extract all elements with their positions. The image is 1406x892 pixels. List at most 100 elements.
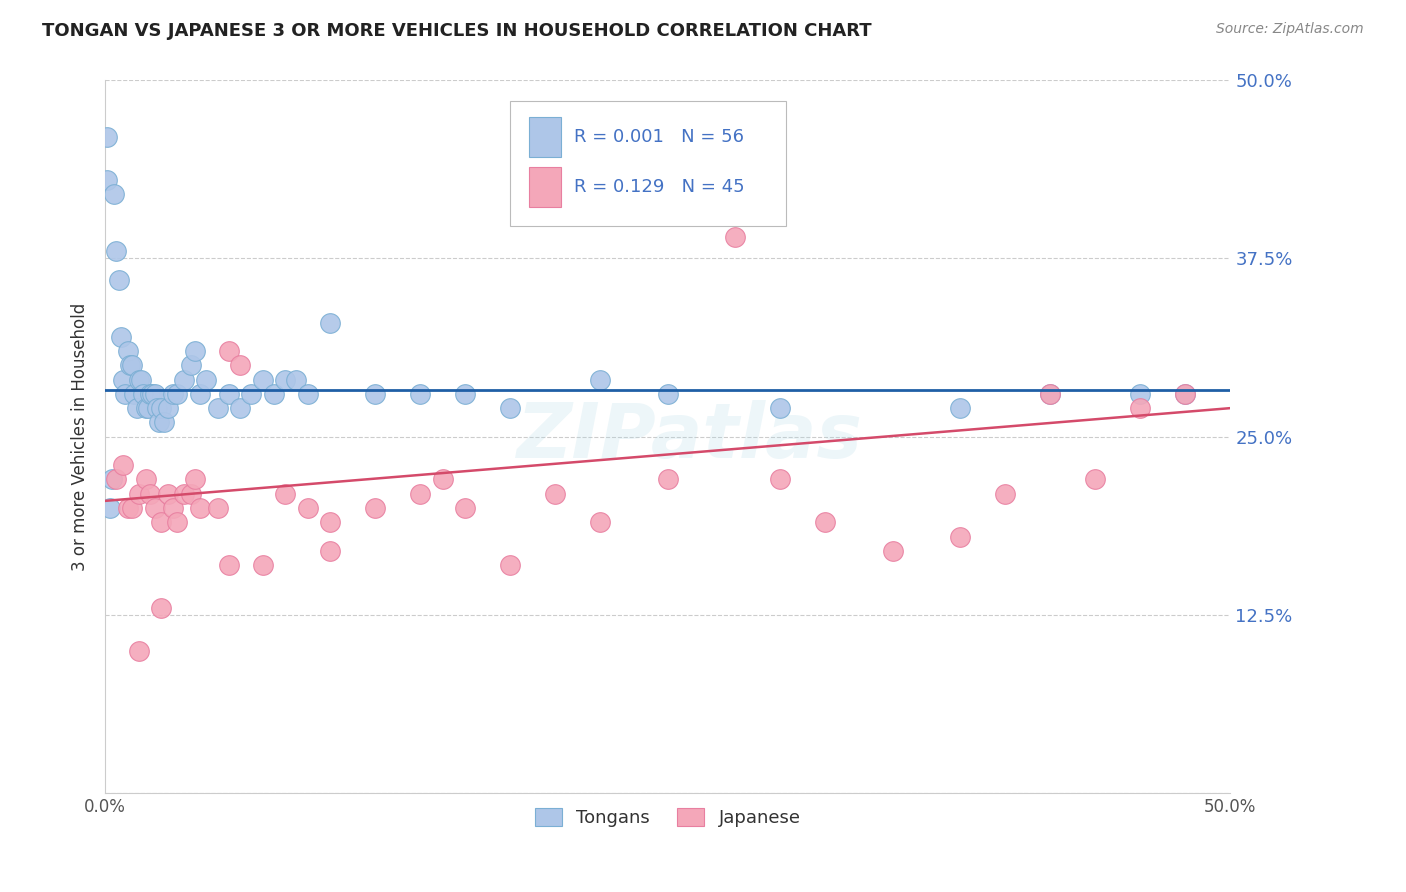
Point <box>114 387 136 401</box>
Point <box>994 487 1017 501</box>
Point <box>297 501 319 516</box>
Point <box>162 387 184 401</box>
Point <box>184 473 207 487</box>
Point <box>409 387 432 401</box>
Point <box>882 543 904 558</box>
Y-axis label: 3 or more Vehicles in Household: 3 or more Vehicles in Household <box>72 302 89 571</box>
Point <box>1039 387 1062 401</box>
Point <box>124 387 146 401</box>
Point <box>274 373 297 387</box>
Point <box>150 600 173 615</box>
Point <box>136 401 159 416</box>
Point <box>121 501 143 516</box>
Text: R = 0.001   N = 56: R = 0.001 N = 56 <box>575 128 744 146</box>
Point <box>129 373 152 387</box>
Text: TONGAN VS JAPANESE 3 OR MORE VEHICLES IN HOUSEHOLD CORRELATION CHART: TONGAN VS JAPANESE 3 OR MORE VEHICLES IN… <box>42 22 872 40</box>
Point <box>188 387 211 401</box>
Point <box>263 387 285 401</box>
Point <box>1039 387 1062 401</box>
Point <box>157 487 180 501</box>
Point <box>769 473 792 487</box>
Point <box>589 516 612 530</box>
Point <box>814 516 837 530</box>
Point <box>1129 401 1152 416</box>
FancyBboxPatch shape <box>510 102 786 227</box>
Point <box>319 516 342 530</box>
Point <box>499 401 522 416</box>
Point <box>132 387 155 401</box>
Point <box>143 387 166 401</box>
Point <box>364 387 387 401</box>
Point <box>218 344 240 359</box>
Point <box>110 330 132 344</box>
Point <box>148 416 170 430</box>
Point <box>152 416 174 430</box>
Text: R = 0.129   N = 45: R = 0.129 N = 45 <box>575 178 745 196</box>
Point <box>252 373 274 387</box>
Point <box>180 359 202 373</box>
Point <box>98 501 121 516</box>
Point <box>143 501 166 516</box>
Point <box>173 487 195 501</box>
Point <box>1174 387 1197 401</box>
Point <box>319 543 342 558</box>
Point <box>657 473 679 487</box>
Point <box>150 401 173 416</box>
Point <box>454 387 477 401</box>
Point <box>297 387 319 401</box>
Point <box>319 316 342 330</box>
Point <box>218 558 240 572</box>
Point <box>724 230 747 244</box>
Point <box>125 401 148 416</box>
Point <box>162 501 184 516</box>
Point <box>184 344 207 359</box>
Point <box>364 501 387 516</box>
Point <box>240 387 263 401</box>
Point <box>166 516 188 530</box>
Point <box>432 473 454 487</box>
Point <box>107 273 129 287</box>
Point <box>141 387 163 401</box>
Point <box>118 359 141 373</box>
Point <box>139 387 162 401</box>
Point <box>657 387 679 401</box>
Point <box>139 487 162 501</box>
Point <box>112 373 135 387</box>
Point <box>128 373 150 387</box>
Point <box>135 473 157 487</box>
Point <box>499 558 522 572</box>
Point <box>105 473 128 487</box>
Point <box>589 373 612 387</box>
FancyBboxPatch shape <box>530 118 561 157</box>
Point <box>949 529 972 543</box>
Point <box>121 359 143 373</box>
Point <box>166 387 188 401</box>
Point <box>454 501 477 516</box>
Point <box>218 387 240 401</box>
Point <box>229 401 252 416</box>
Point <box>150 516 173 530</box>
Text: ZIPatlas: ZIPatlas <box>517 400 863 474</box>
Text: Source: ZipAtlas.com: Source: ZipAtlas.com <box>1216 22 1364 37</box>
Point <box>207 501 229 516</box>
Point <box>949 401 972 416</box>
Point <box>117 501 139 516</box>
Point <box>117 344 139 359</box>
Point <box>135 401 157 416</box>
Point <box>274 487 297 501</box>
Point <box>112 458 135 473</box>
Point <box>1084 473 1107 487</box>
Point <box>1174 387 1197 401</box>
Point <box>195 373 218 387</box>
Point <box>409 487 432 501</box>
Point <box>180 487 202 501</box>
Point <box>173 373 195 387</box>
Point <box>103 187 125 202</box>
Point <box>128 487 150 501</box>
Point <box>105 244 128 259</box>
Point <box>128 643 150 657</box>
Point <box>1129 387 1152 401</box>
FancyBboxPatch shape <box>530 168 561 207</box>
Point <box>188 501 211 516</box>
Point <box>101 473 124 487</box>
